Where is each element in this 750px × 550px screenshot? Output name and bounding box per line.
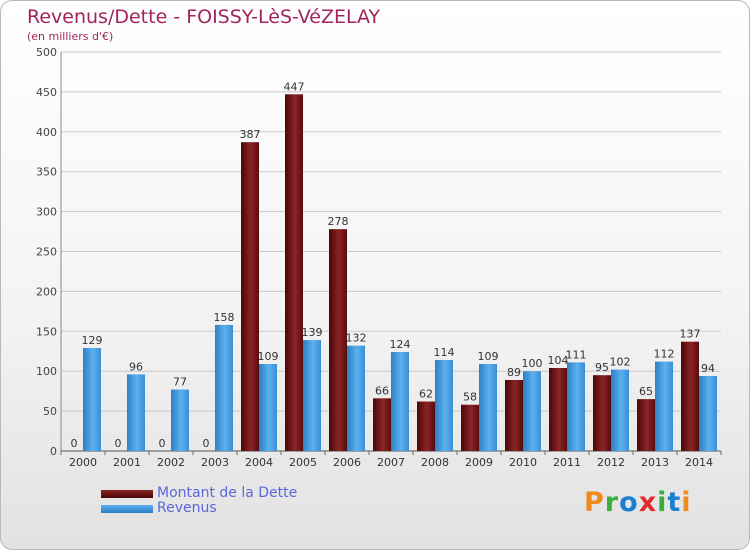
data-label-revenus: 94 [701, 362, 715, 375]
data-label-dette: 0 [159, 437, 166, 450]
bar-revenus [171, 389, 189, 451]
x-tick-label: 2010 [509, 456, 537, 469]
y-tick-label: 500 [36, 46, 57, 59]
data-label-revenus: 114 [434, 346, 455, 359]
data-label-revenus: 100 [522, 357, 543, 370]
y-tick-label: 300 [36, 206, 57, 219]
data-label-dette: 137 [680, 328, 701, 341]
logo-letter: P [584, 487, 605, 518]
bar-dette [329, 229, 347, 451]
x-tick-label: 2004 [245, 456, 273, 469]
data-label-dette: 278 [328, 215, 349, 228]
data-label-revenus: 109 [258, 350, 279, 363]
data-label-dette: 65 [639, 385, 653, 398]
bar-revenus [611, 369, 629, 451]
logo-letter: i [681, 487, 692, 518]
x-tick-label: 2001 [113, 456, 141, 469]
data-label-revenus: 102 [610, 356, 631, 369]
bar-dette [549, 368, 567, 451]
data-label-revenus: 129 [82, 334, 103, 347]
bar-dette [241, 142, 259, 451]
chart-title: Revenus/Dette - FOISSY-LèS-VéZELAY [27, 6, 381, 28]
y-tick-label: 400 [36, 126, 57, 139]
legend-label-revenus: Revenus [157, 500, 217, 516]
x-tick-label: 2014 [685, 456, 713, 469]
data-label-dette: 0 [203, 437, 210, 450]
data-label-dette: 66 [375, 384, 389, 397]
data-label-revenus: 109 [478, 350, 499, 363]
bar-revenus [127, 374, 145, 451]
data-label-revenus: 132 [346, 332, 367, 345]
logo-letter: r [604, 487, 620, 518]
bar-revenus [347, 345, 365, 451]
chart-subtitle: (en milliers d'€) [27, 30, 114, 43]
bar-revenus [655, 361, 673, 451]
bar-dette [681, 341, 699, 451]
logo-letter: x [638, 487, 658, 518]
data-label-dette: 104 [548, 354, 569, 367]
x-tick-label: 2011 [553, 456, 581, 469]
bar-dette [505, 379, 523, 451]
data-label-dette: 62 [419, 388, 433, 401]
logo-letter: t [667, 487, 682, 518]
data-label-revenus: 96 [129, 360, 143, 373]
bar-dette [373, 398, 391, 451]
bar-revenus [435, 360, 453, 451]
x-tick-label: 2012 [597, 456, 625, 469]
logo-letter: i [657, 487, 668, 518]
x-tick-label: 2005 [289, 456, 317, 469]
data-label-revenus: 111 [566, 348, 587, 361]
bar-dette [637, 399, 655, 451]
x-tick-label: 2009 [465, 456, 493, 469]
y-tick-label: 350 [36, 166, 57, 179]
bar-revenus [259, 364, 277, 451]
data-label-dette: 0 [71, 437, 78, 450]
x-tick-label: 2003 [201, 456, 229, 469]
data-label-dette: 387 [240, 128, 261, 141]
y-tick-label: 0 [50, 445, 57, 458]
legend-label-dette: Montant de la Dette [157, 485, 298, 501]
bar-revenus [391, 352, 409, 451]
x-tick-label: 2008 [421, 456, 449, 469]
y-tick-label: 450 [36, 86, 57, 99]
data-label-dette: 0 [115, 437, 122, 450]
y-tick-label: 50 [43, 405, 57, 418]
bar-revenus [567, 362, 585, 451]
bar-dette [461, 404, 479, 451]
data-label-dette: 447 [284, 80, 305, 93]
x-tick-label: 2002 [157, 456, 185, 469]
bar-revenus [479, 364, 497, 451]
bar-dette [593, 375, 611, 451]
data-label-revenus: 158 [214, 311, 235, 324]
x-tick-label: 2013 [641, 456, 669, 469]
bar-revenus [303, 340, 321, 451]
bar-dette [417, 401, 435, 451]
data-label-revenus: 139 [302, 326, 323, 339]
x-tick-label: 2007 [377, 456, 405, 469]
y-tick-label: 200 [36, 285, 57, 298]
data-label-dette: 89 [507, 366, 521, 379]
data-label-dette: 95 [595, 361, 609, 374]
legend-swatch-revenus [101, 505, 153, 513]
bar-dette [285, 94, 303, 451]
bar-revenus [83, 348, 101, 451]
y-tick-label: 100 [36, 365, 57, 378]
bar-revenus [699, 375, 717, 451]
proxiti-logo: Proxiti [584, 487, 692, 518]
y-tick-label: 150 [36, 325, 57, 338]
legend-swatch-dette [101, 490, 153, 498]
bar-revenus [215, 324, 233, 451]
data-label-dette: 58 [463, 391, 477, 404]
logo-letter: o [619, 487, 639, 518]
bar-revenus [523, 371, 541, 451]
data-label-revenus: 77 [173, 376, 187, 389]
x-tick-label: 2006 [333, 456, 361, 469]
data-label-revenus: 112 [654, 348, 675, 361]
x-tick-label: 2000 [69, 456, 97, 469]
data-label-revenus: 124 [390, 338, 411, 351]
y-tick-label: 250 [36, 246, 57, 259]
